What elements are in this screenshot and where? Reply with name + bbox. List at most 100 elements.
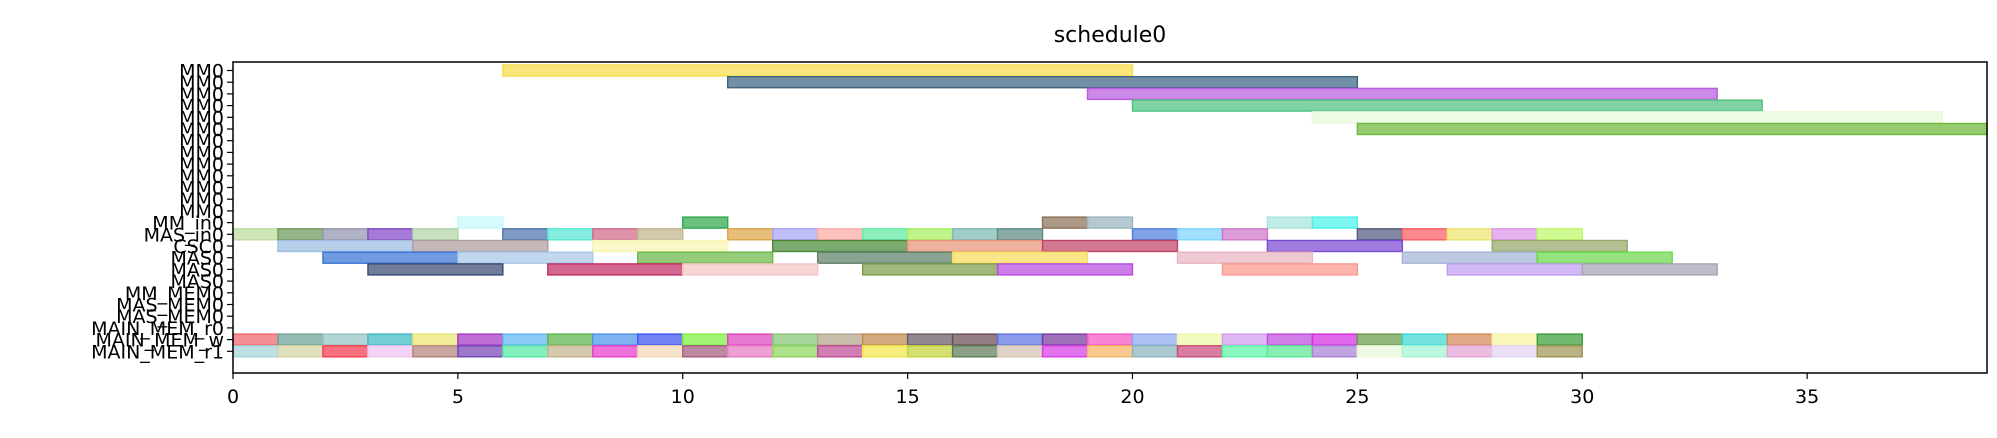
gantt-bar (412, 333, 459, 346)
gantt-bar (1446, 345, 1493, 358)
gantt-bar (1491, 345, 1538, 358)
gantt-bar (816, 251, 954, 264)
gantt-bar (1356, 345, 1404, 358)
y-tick-label: MM0 (179, 154, 224, 176)
gantt-bar (1536, 333, 1583, 346)
gantt-bar (412, 239, 549, 253)
gantt-bar (771, 239, 909, 253)
gantt-bar (232, 228, 279, 241)
gantt-bar (1446, 228, 1493, 241)
gantt-bar (277, 239, 414, 253)
x-tick-label: 35 (1795, 386, 1819, 408)
gantt-bar (1401, 228, 1449, 241)
x-tick-label: 25 (1345, 386, 1369, 408)
y-tick-label: MM0 (179, 178, 224, 200)
plot-frame (232, 61, 1988, 374)
gantt-bar (322, 345, 369, 358)
y-tick-label: MM_in0 (152, 213, 224, 235)
gantt-bar (592, 333, 639, 346)
y-tick-labels: MM0MM0MM0MM0MM0MM0MM0MM0MM0MM0MM0MM0MM0M… (91, 61, 233, 363)
gantt-bar (1581, 263, 1718, 276)
gantt-bar (457, 345, 504, 358)
gantt-bar (996, 333, 1044, 346)
gantt-bar (502, 64, 1134, 77)
x-tick-label: 10 (671, 386, 695, 408)
gantt-bar (1311, 111, 1943, 124)
y-tick-label: MM0 (179, 84, 224, 106)
y-tick-label: MM0 (179, 119, 224, 141)
gantt-bar (1356, 122, 1988, 136)
gantt-bar (771, 228, 819, 241)
gantt-bar (906, 333, 954, 346)
x-tick-label: 20 (1120, 386, 1144, 408)
gantt-bar (367, 345, 414, 358)
gantt-bar (457, 333, 504, 346)
y-tick-label: MM0 (179, 131, 224, 153)
gantt-bar (816, 333, 864, 346)
chart-title: schedule0 (1054, 23, 1167, 48)
y-tick-label: MAS_MEM0 (116, 306, 224, 328)
gantt-bar (1401, 251, 1538, 264)
gantt-bar (1356, 228, 1404, 241)
gantt-bar (1176, 228, 1224, 241)
gantt-bar (771, 345, 819, 358)
gantt-bar (1536, 228, 1583, 241)
gantt-bar (727, 228, 774, 241)
gantt-bar (277, 333, 324, 346)
gantt-bar (996, 228, 1044, 241)
gantt-bar (1176, 251, 1314, 264)
gantt-bar (951, 228, 999, 241)
gantt-bar (816, 345, 864, 358)
gantt-bar (547, 228, 594, 241)
y-tick-label: MAIN_MEM_w (95, 330, 224, 352)
y-tick-label: MM0 (179, 201, 224, 223)
gantt-bar (1221, 345, 1269, 358)
gantt-bar (1401, 345, 1449, 358)
gantt-bar (727, 345, 774, 358)
gantt-bar (996, 345, 1044, 358)
y-tick-label: MM0 (179, 72, 224, 94)
gantt-bar (951, 251, 1089, 264)
x-tick-label: 5 (452, 386, 464, 408)
gantt-bar (1401, 333, 1449, 346)
bars-layer (232, 64, 1988, 358)
y-tick-label: MAS0 (170, 259, 224, 281)
gantt-bar (1041, 239, 1179, 253)
y-tick-label: CSC0 (173, 236, 224, 258)
gantt-bar (637, 345, 684, 358)
gantt-bar (1266, 239, 1404, 253)
gantt-bar (682, 333, 729, 346)
y-tick-label: MM0 (179, 107, 224, 129)
gantt-bar (861, 345, 909, 358)
gantt-bar (1536, 251, 1673, 264)
gantt-bar (1041, 333, 1089, 346)
gantt-bar (1041, 345, 1089, 358)
gantt-bar (412, 345, 459, 358)
gantt-bar (232, 333, 279, 346)
gantt-bar (637, 228, 684, 241)
gantt-bar (1491, 333, 1538, 346)
x-tick-label: 30 (1570, 386, 1594, 408)
x-tick-label: 15 (896, 386, 920, 408)
y-tick-label: MAS0 (170, 248, 224, 270)
gantt-bar (637, 251, 774, 264)
gantt-bar (1086, 345, 1134, 358)
gantt-bar (771, 333, 819, 346)
gantt-bar (592, 228, 639, 241)
gantt-bar (1311, 345, 1359, 358)
gantt-bar (322, 251, 459, 264)
gantt-bar (1086, 333, 1134, 346)
gantt-bar (1536, 345, 1583, 358)
y-tick-label: MAS_MEM0 (116, 295, 224, 317)
gantt-bar (861, 263, 999, 276)
y-tick-label: MM0 (179, 61, 224, 83)
y-tick-label: MM0 (179, 96, 224, 118)
gantt-bar (682, 263, 819, 276)
gantt-bar (816, 228, 864, 241)
gantt-bar (1311, 333, 1359, 346)
gantt-bar (277, 228, 324, 241)
gantt-bar (951, 333, 999, 346)
gantt-bar (1176, 333, 1224, 346)
gantt-bar (322, 333, 369, 346)
gantt-bar (1446, 263, 1583, 276)
